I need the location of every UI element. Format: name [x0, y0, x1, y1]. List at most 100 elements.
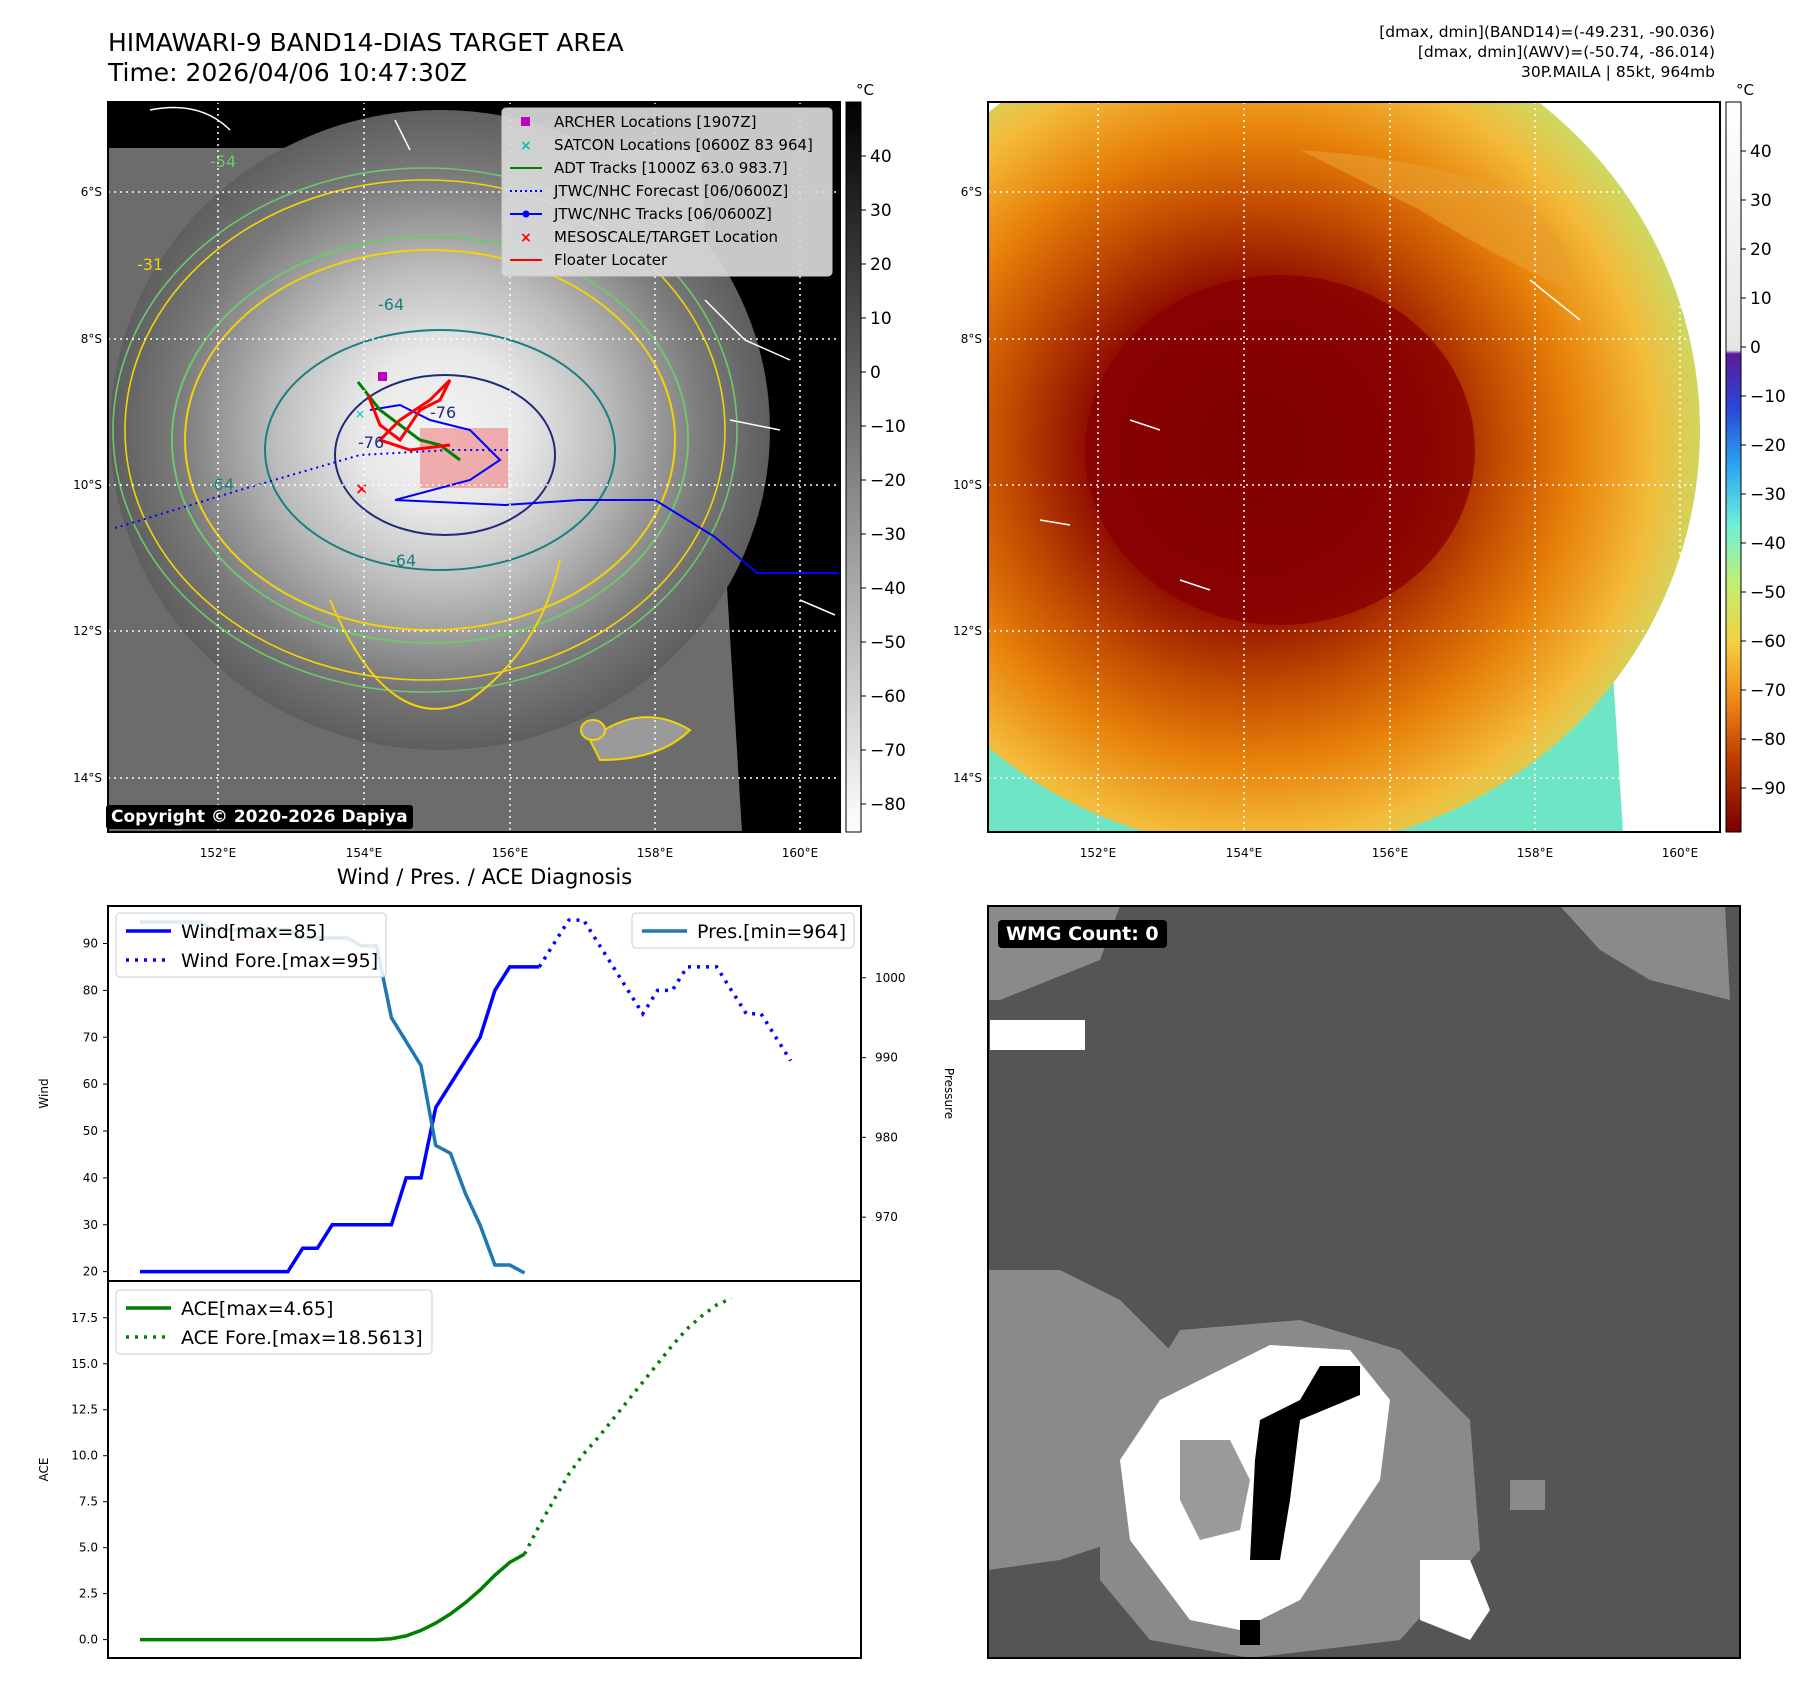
adt-track	[356, 381, 461, 462]
colorbar-unit: °C	[1736, 81, 1754, 99]
colorbar-tick-label: −50	[1750, 583, 1786, 603]
contour-label: -64	[378, 295, 404, 314]
colorbar-tick-label: −20	[1750, 436, 1786, 456]
legend-label: ARCHER Locations [1907Z]	[554, 113, 757, 131]
colorbar-tick-label: −30	[870, 525, 906, 545]
cloud-cell	[588, 716, 692, 762]
lon-tick-label: 152°E	[1080, 846, 1117, 860]
y-tick-label: 70	[83, 1030, 98, 1044]
panel-frame	[987, 905, 1741, 1659]
y-tick-label: 17.5	[71, 1311, 98, 1325]
diagnosis-title: Wind / Pres. / ACE Diagnosis	[336, 865, 633, 889]
y-tick-label: 30	[83, 1218, 98, 1232]
contour-label: -76	[430, 403, 456, 422]
y-axis-label: Wind	[37, 1078, 51, 1108]
contour-label: -64	[208, 475, 234, 494]
floater-box	[420, 428, 508, 488]
y-tick-label: 50	[83, 1124, 98, 1138]
wmg-region	[1180, 1440, 1250, 1540]
colorbar-tick-label: 20	[1750, 240, 1772, 260]
y-tick-label: 2.5	[79, 1587, 98, 1601]
wmg-region	[1250, 1366, 1360, 1560]
y-tick-label: 12.5	[71, 1403, 98, 1417]
colorbar-ticks: 40 30 20 10 0 −10 −20 −30 −40 −50 −60 −70 −80 40 30 20 1…	[861, 142, 1786, 815]
lon-tick-label: 154°E	[346, 846, 383, 860]
title-line-2: Time: 2026/04/06 10:47:30Z	[108, 58, 467, 87]
lat-lon-grid	[988, 102, 1720, 832]
chart-legend-label: ACE Fore.[max=18.5613]	[181, 1327, 423, 1349]
lat-tick-label: 14°S	[73, 771, 102, 785]
legend-box	[501, 107, 833, 277]
colorbar-tick-label: −70	[870, 741, 906, 761]
contour-ring	[184, 249, 676, 631]
wmg-region	[990, 1020, 1085, 1050]
wmg-region	[1420, 1560, 1490, 1640]
colorbar-tick-label: −40	[1750, 534, 1786, 554]
contour-ring	[124, 179, 726, 681]
wmg-count-badge: WMG Count: 0	[998, 920, 1167, 948]
y-tick-label: 5.0	[79, 1541, 98, 1555]
chart-legend-label: ACE[max=4.65]	[181, 1298, 333, 1320]
colorbar-tick-label: 0	[1750, 338, 1761, 358]
lat-tick-label: 6°S	[961, 185, 982, 199]
chart-legend-box	[115, 912, 387, 978]
colorbar-tick-label: −10	[1750, 387, 1786, 407]
y2-tick-label: 970	[875, 1210, 898, 1224]
series-line	[140, 1552, 526, 1642]
y2-tick-label: 980	[875, 1130, 898, 1144]
coastline	[704, 299, 836, 616]
colorbar-tick-label: −20	[870, 471, 906, 491]
cloud-band	[1300, 150, 1572, 290]
lat-tick-label: 14°S	[953, 771, 982, 785]
lat-tick-label: 12°S	[953, 624, 982, 638]
y-tick-label: 20	[83, 1265, 98, 1279]
colorbar-tick-label: −90	[1750, 779, 1786, 799]
chart-legend-label: Wind Fore.[max=95]	[181, 950, 378, 972]
chart-legend-box	[631, 912, 855, 949]
legend-label: Floater Locater	[554, 251, 668, 269]
lon-tick-label: 158°E	[637, 846, 674, 860]
lat-tick-label: 10°S	[953, 478, 982, 492]
lat-tick-label: 8°S	[961, 332, 982, 346]
map-legend: ARCHER Locations [1907Z] × SATCON Location…	[501, 107, 833, 277]
wind-pressure-chart: 20 30 40 50 60 70 80 90 Wind 970 980 990 1000 Pressur…	[37, 905, 956, 1282]
colorbar-tick-label: 20	[870, 255, 892, 275]
target-location-marker: ×	[355, 479, 368, 498]
y2-tick-label: 1000	[875, 971, 906, 985]
colorbar-tick-label: 10	[1750, 289, 1772, 309]
lat-tick-label: 10°S	[73, 478, 102, 492]
y2-tick-label: 990	[875, 1051, 898, 1065]
contour-label: -64	[390, 551, 416, 570]
info-line-2: [dmax, dmin](AWV)=(-50.74, -86.014)	[1417, 43, 1715, 61]
legend-label: MESOSCALE/TARGET Location	[554, 228, 778, 246]
lon-tick-label: 156°E	[1372, 846, 1409, 860]
lon-tick-label: 154°E	[1226, 846, 1263, 860]
wmg-region	[1510, 1480, 1545, 1510]
contour-label: -54	[210, 152, 236, 171]
gray-colorbar	[845, 101, 862, 833]
lon-tick-label: 160°E	[782, 846, 819, 860]
lon-tick-label: 158°E	[1517, 846, 1554, 860]
panel-frame	[987, 101, 1721, 833]
chart-legend-label: Pres.[min=964]	[697, 921, 846, 943]
colorbar-unit: °C	[856, 81, 874, 99]
y-tick-label: 40	[83, 1171, 98, 1185]
colorbar-tick-label: −70	[1750, 681, 1786, 701]
lon-tick-label: 160°E	[1662, 846, 1699, 860]
legend-label: ADT Tracks [1000Z 63.0 983.7]	[554, 159, 788, 177]
floater-track	[366, 378, 452, 452]
legend-swatch: ×	[520, 230, 532, 246]
contour-label: -76	[358, 433, 384, 452]
ir-color-panel	[988, 102, 1720, 832]
y-tick-label: 10.0	[71, 1449, 98, 1463]
info-line-3: 30P.MAILA | 85kt, 964mb	[1521, 63, 1715, 81]
colorbar-tick-label: −80	[870, 795, 906, 815]
color-colorbar	[1725, 101, 1742, 833]
contour-ring	[171, 236, 689, 644]
lat-tick-label: 6°S	[81, 185, 102, 199]
y-tick-label: 7.5	[79, 1495, 98, 1509]
legend-label: JTWC/NHC Tracks [06/0600Z]	[553, 205, 772, 223]
colorbar-tick-label: 30	[870, 201, 892, 221]
legend-label: JTWC/NHC Forecast [06/0600Z]	[553, 182, 788, 200]
